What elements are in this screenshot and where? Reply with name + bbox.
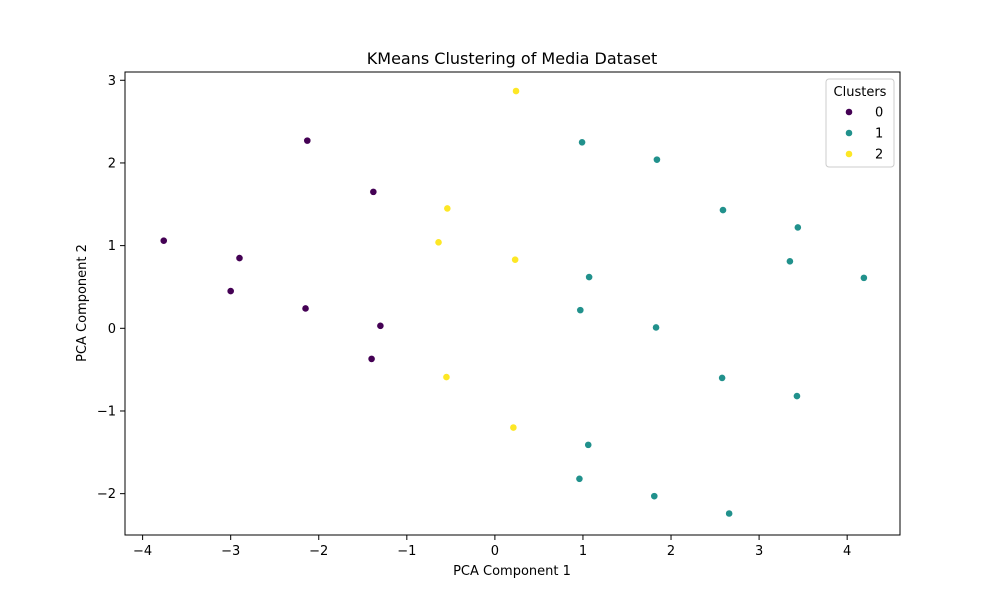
data-point (719, 206, 727, 214)
data-point (575, 474, 584, 483)
y-tick-label: 2 (108, 156, 116, 171)
data-point (584, 440, 593, 449)
x-tick-label: −4 (133, 544, 152, 559)
data-point (376, 321, 385, 330)
data-point (793, 223, 802, 232)
data-point (652, 323, 660, 332)
legend: Clusters 0 1 2 (825, 78, 895, 168)
plot-frame (124, 71, 901, 536)
data-point (442, 373, 451, 381)
data-point (585, 273, 594, 281)
x-tick-label: 2 (667, 544, 675, 559)
y-tick-label: 0 (108, 322, 116, 337)
y-tick-label: −1 (97, 404, 116, 419)
y-axis: −2 −1 0 1 2 3 (97, 74, 125, 502)
data-point (511, 255, 520, 264)
legend-box (825, 78, 895, 168)
data-point (369, 187, 378, 196)
legend-label: 0 (875, 106, 883, 121)
x-tick-label: 3 (755, 544, 763, 559)
data-point (653, 155, 661, 164)
x-tick-label: −1 (397, 544, 416, 559)
data-point (367, 354, 376, 363)
data-point (725, 509, 734, 518)
y-tick-label: −2 (97, 487, 116, 502)
data-point (859, 273, 868, 282)
data-point (718, 374, 727, 382)
legend-label: 1 (875, 127, 883, 142)
y-tick-label: 1 (108, 239, 116, 254)
data-point (434, 238, 443, 247)
x-tick-label: 4 (843, 544, 851, 559)
data-point (509, 423, 518, 432)
x-axis-label: PCA Component 1 (453, 564, 571, 579)
x-tick-label: −3 (221, 544, 240, 559)
data-point (793, 392, 801, 400)
data-point (303, 136, 312, 145)
x-axis: −4 −3 −2 −1 0 1 2 3 4 (133, 535, 851, 559)
data-point (226, 287, 235, 295)
data-point (512, 87, 520, 95)
legend-marker (845, 108, 853, 116)
legend-marker (845, 150, 853, 158)
x-tick-label: −2 (309, 544, 328, 559)
data-point (650, 492, 659, 501)
y-axis-label: PCA Component 2 (75, 244, 90, 362)
data-point (443, 204, 452, 213)
legend-marker (845, 129, 853, 137)
plot-area (124, 71, 901, 536)
x-tick-label: 1 (579, 544, 587, 559)
legend-title: Clusters (834, 85, 887, 100)
data-point (301, 304, 310, 313)
y-tick-label: 3 (108, 74, 116, 89)
legend-label: 2 (875, 148, 883, 163)
data-point (578, 138, 586, 147)
chart-title: KMeans Clustering of Media Dataset (367, 49, 657, 68)
data-point (159, 236, 168, 245)
x-tick-label: 0 (491, 544, 499, 559)
data-point (576, 306, 585, 315)
data-point (235, 254, 244, 262)
data-point (786, 257, 794, 266)
